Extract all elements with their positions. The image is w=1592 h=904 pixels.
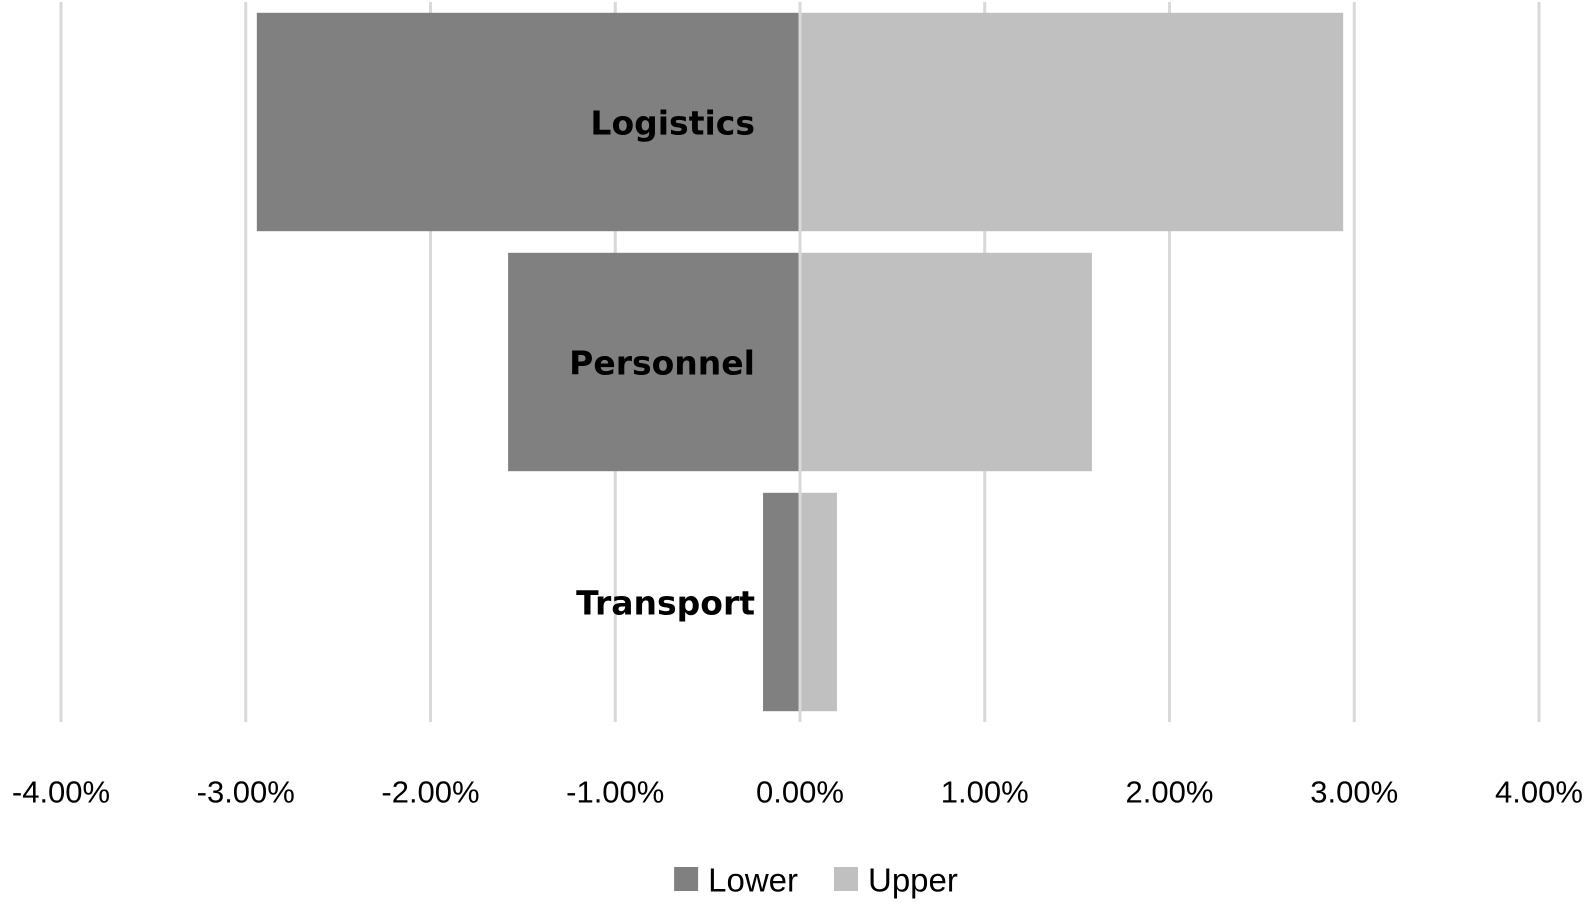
category-labels: Logistics Personnel Transport [569, 104, 755, 623]
category-label-logistics: Logistics [590, 104, 755, 143]
x-tick-label-2: -2.00% [381, 775, 479, 810]
x-tick-label-4: 0.00% [756, 775, 844, 810]
legend: Lower Upper [674, 862, 958, 899]
category-label-personnel: Personnel [569, 344, 755, 383]
category-label-transport: Transport [576, 584, 755, 623]
x-tick-label-3: -1.00% [566, 775, 664, 810]
bars [256, 12, 1344, 712]
bar-upper-logistics [800, 12, 1344, 232]
legend-swatch-upper [834, 867, 858, 891]
x-tick-label-0: -4.00% [12, 775, 110, 810]
x-tick-label-7: 3.00% [1310, 775, 1398, 810]
x-axis-tick-labels: -4.00% -3.00% -2.00% -1.00% 0.00% 1.00% 2.00% 3… [12, 775, 1583, 810]
bar-lower-logistics [256, 12, 801, 232]
legend-label-upper: Upper [868, 862, 958, 899]
bar-lower-personnel [508, 252, 800, 472]
x-tick-label-6: 2.00% [1126, 775, 1214, 810]
legend-swatch-lower [674, 867, 699, 891]
bar-upper-transport [800, 492, 837, 712]
bar-upper-personnel [800, 252, 1092, 472]
x-tick-label-5: 1.00% [941, 775, 1029, 810]
legend-label-lower: Lower [708, 862, 798, 899]
bar-lower-transport [763, 492, 800, 712]
x-tick-label-8: 4.00% [1495, 775, 1583, 810]
x-tick-label-1: -3.00% [197, 775, 295, 810]
